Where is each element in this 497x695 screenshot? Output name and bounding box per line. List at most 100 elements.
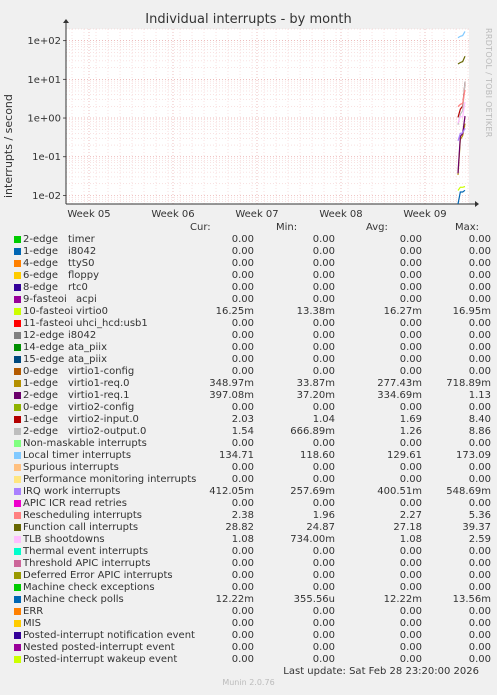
legend-max: 0.00 <box>468 654 491 665</box>
legend-swatch <box>14 584 21 591</box>
x-tick-label: Week 09 <box>403 209 446 220</box>
legend-swatch <box>14 572 21 579</box>
legend-min: 0.00 <box>312 354 335 365</box>
series-line-25 <box>457 101 466 124</box>
legend-avg: 0.00 <box>399 330 422 341</box>
legend-swatch <box>14 308 21 315</box>
legend-max: 0.00 <box>468 570 491 581</box>
legend-swatch <box>14 620 21 627</box>
legend-label: APIC ICR read retries <box>23 498 127 509</box>
legend-max: 2.59 <box>468 534 491 545</box>
legend-cur: 0.00 <box>231 606 254 617</box>
y-axis-arrow <box>63 19 69 23</box>
legend-max: 0.00 <box>468 462 491 473</box>
legend-max: 0.00 <box>468 474 491 485</box>
legend-device: virtio1-req.0 <box>68 378 130 389</box>
legend-device: timer <box>68 234 95 245</box>
legend-min: 0.00 <box>312 498 335 509</box>
legend-swatch <box>14 284 21 291</box>
legend-min: 0.00 <box>312 582 335 593</box>
legend-min: 0.00 <box>312 606 335 617</box>
legend-avg: 334.69m <box>377 390 422 401</box>
legend-label: IRQ work interrupts <box>23 486 121 497</box>
legend-avg: 0.00 <box>399 606 422 617</box>
legend-swatch <box>14 332 21 339</box>
legend-avg: 129.61 <box>387 450 422 461</box>
y-tick-label: 1e-01 <box>32 152 61 163</box>
legend-min: 0.00 <box>312 570 335 581</box>
legend-swatch <box>14 368 21 375</box>
legend-cur: 348.97m <box>209 378 254 389</box>
legend-label: 15-edge ata_piix <box>23 354 107 366</box>
legend-max: 0.00 <box>468 402 491 413</box>
legend-swatch <box>14 656 21 663</box>
legend-max: 0.00 <box>468 270 491 281</box>
col-header-min: Min: <box>276 222 298 233</box>
y-tick-label: 1e-02 <box>32 191 61 202</box>
legend-device: virtio2-config <box>68 402 135 413</box>
legend-min: 0.00 <box>312 654 335 665</box>
legend-cur: 28.82 <box>225 522 254 533</box>
legend-label: 6-edge floppy <box>23 270 99 282</box>
legend-device: virtio2-output.0 <box>68 426 147 437</box>
legend-max: 0.00 <box>468 330 491 341</box>
legend-label: 11-fasteoi uhci_hcd:usb1 <box>23 318 148 330</box>
legend-max: 0.00 <box>468 582 491 593</box>
legend-min: 0.00 <box>312 546 335 557</box>
legend-cur: 0.00 <box>231 246 254 257</box>
legend-avg: 0.00 <box>399 402 422 413</box>
legend-avg: 277.43m <box>377 378 422 389</box>
col-header-cur: Cur: <box>190 222 211 233</box>
y-tick-label: 1e+01 <box>27 75 61 86</box>
legend-max: 8.86 <box>468 426 491 437</box>
legend-avg: 0.00 <box>399 354 422 365</box>
y-axis-label: interrupts / second <box>2 94 15 198</box>
legend-cur: 0.00 <box>231 270 254 281</box>
legend-irq: 1-edge <box>23 378 58 389</box>
legend-avg: 0.00 <box>399 318 422 329</box>
y-tick-label: 1e+00 <box>27 114 61 125</box>
rrdtool-side-label: RRDTOOL / TOBI OETIKER <box>484 28 493 138</box>
legend-swatch <box>14 548 21 555</box>
legend-label: Deferred Error APIC interrupts <box>23 570 173 581</box>
legend-cur: 2.38 <box>231 510 254 521</box>
legend-label: 14-edge ata_piix <box>23 342 107 354</box>
legend-max: 0.00 <box>468 438 491 449</box>
legend-max: 0.00 <box>468 342 491 353</box>
legend-min: 0.00 <box>312 234 335 245</box>
legend-device: i8042 <box>68 330 97 341</box>
legend-swatch <box>14 560 21 567</box>
legend-min: 666.89m <box>290 426 335 437</box>
legend-max: 0.00 <box>468 630 491 641</box>
legend-avg: 0.00 <box>399 546 422 557</box>
legend-swatch <box>14 416 21 423</box>
legend-label: 2-edge virtio1-req.1 <box>23 390 130 402</box>
legend-cur: 0.00 <box>231 234 254 245</box>
legend-avg: 0.00 <box>399 282 422 293</box>
legend-cur: 0.00 <box>231 630 254 641</box>
legend-label: Nested posted-interrupt event <box>23 642 175 653</box>
legend-max: 0.00 <box>468 366 491 377</box>
legend-avg: 0.00 <box>399 642 422 653</box>
series-line-23 <box>457 89 466 108</box>
legend-label: Threshold APIC interrupts <box>23 558 151 569</box>
legend-min: 118.60 <box>300 450 335 461</box>
legend-avg: 0.00 <box>399 342 422 353</box>
legend-min: 0.00 <box>312 438 335 449</box>
legend-avg: 1.69 <box>399 414 422 425</box>
legend-swatch <box>14 476 21 483</box>
x-axis: Week 05 Week 06 Week 07 Week 08 Week 09 <box>67 209 446 220</box>
legend-min: 0.00 <box>312 462 335 473</box>
legend-max: 8.40 <box>468 414 491 425</box>
legend-cur: 0.00 <box>231 354 254 365</box>
legend-label: 8-edge rtc0 <box>23 282 88 294</box>
legend-swatch <box>14 404 21 411</box>
legend-max: 5.36 <box>468 510 491 521</box>
legend-label: Performance monitoring interrupts <box>23 474 197 485</box>
x-tick-label: Week 05 <box>67 209 110 220</box>
legend-max: 0.00 <box>468 606 491 617</box>
legend-device: uhci_hcd:usb1 <box>76 318 148 329</box>
legend-max: 0.00 <box>468 618 491 629</box>
legend-irq: 14-edge <box>23 342 65 353</box>
